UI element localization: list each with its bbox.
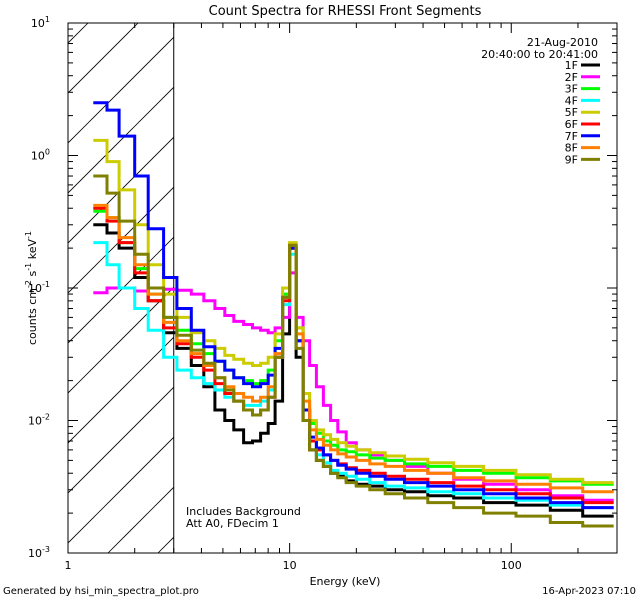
footer-generated-by: Generated by hsi_min_spectra_plot.pro xyxy=(3,586,199,597)
annotation-attenuator: Att A0, FDecim 1 xyxy=(186,517,279,530)
legend-label: 7F xyxy=(565,130,578,143)
x-tick-label: 1 xyxy=(65,559,72,572)
axis-ticks xyxy=(67,22,618,554)
hatch-line xyxy=(68,386,174,494)
legend-label: 6F xyxy=(565,118,578,131)
legend-date: 21-Aug-2010 xyxy=(527,36,598,49)
y-label-exponent: -2 xyxy=(24,280,33,288)
legend-label: 4F xyxy=(565,94,578,107)
hatch-line xyxy=(68,186,174,294)
hatch-line xyxy=(68,23,139,94)
legend-time-range: 20:40:00 to 20:41:00 xyxy=(481,48,598,61)
series-line-7f xyxy=(93,101,614,510)
legend-label: 2F xyxy=(565,71,578,84)
y-label-part: s xyxy=(26,270,39,279)
y-tick-labels: 101 100 10-1 10-2 10-3 xyxy=(28,15,50,560)
y-label-part: keV xyxy=(26,239,39,263)
annotation-background: Includes Background xyxy=(186,505,301,518)
x-tick-label: 10 xyxy=(283,559,297,572)
series-group xyxy=(93,101,614,528)
y-tick-label: 100 xyxy=(31,148,50,163)
legend-label: 8F xyxy=(565,142,578,155)
series-line-9f xyxy=(93,174,614,528)
y-tick-label: 101 xyxy=(31,15,50,30)
legend-label: 1F xyxy=(565,59,578,72)
series-layer xyxy=(93,101,614,528)
hatch-line xyxy=(68,436,174,544)
series-line-5f xyxy=(93,138,614,485)
legend-label: 9F xyxy=(565,153,578,166)
y-label-exponent: -1 xyxy=(24,263,33,271)
x-tick-labels: 1 10 100 xyxy=(65,559,522,572)
x-tick-label: 100 xyxy=(501,559,522,572)
y-label-exponent: -1 xyxy=(24,231,33,239)
y-tick-label: 10-1 xyxy=(28,280,50,295)
y-label-part: counts cm xyxy=(26,288,39,345)
footer-timestamp: 16-Apr-2023 07:10 xyxy=(542,586,636,597)
y-tick-label: 10-3 xyxy=(28,545,50,560)
y-tick-label: 10-2 xyxy=(28,413,50,428)
x-axis-label: Energy (keV) xyxy=(310,575,381,588)
legend-label: 5F xyxy=(565,106,578,119)
chart-title: Count Spectra for RHESSI Front Segments xyxy=(209,4,482,19)
hatch-line xyxy=(68,36,174,144)
y-axis-label: counts cm-2 s-1 keV-1 xyxy=(24,231,39,345)
legend-label: 3F xyxy=(565,83,578,96)
